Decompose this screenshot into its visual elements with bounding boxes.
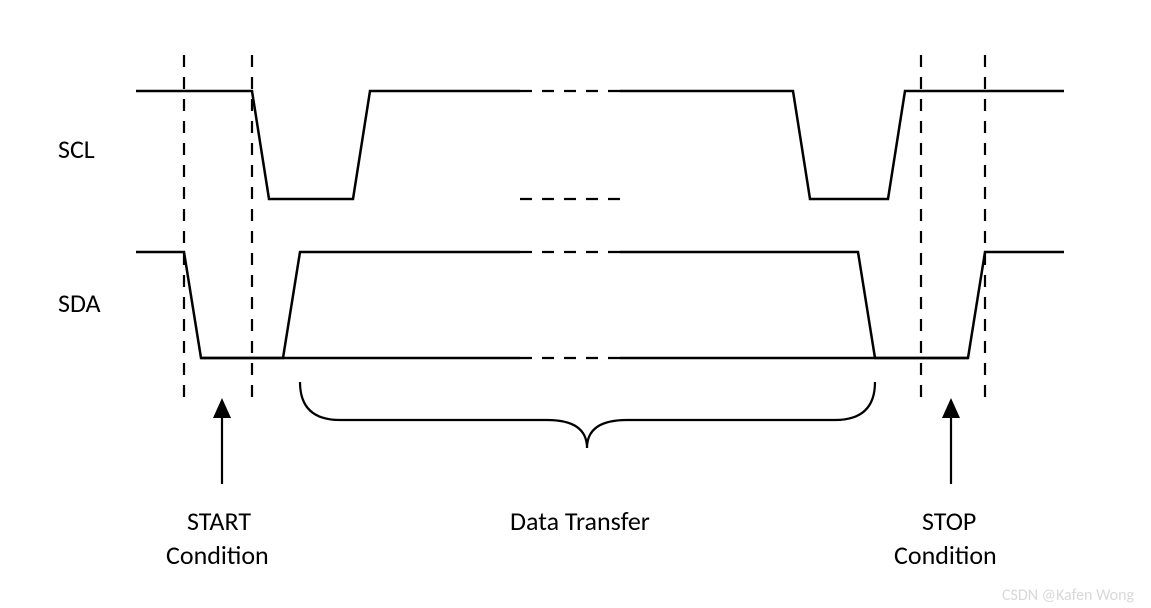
stop-label-2: Condition (894, 539, 997, 571)
start-label-2: Condition (166, 539, 269, 571)
sda-label: SDA (58, 287, 101, 319)
brace-path (300, 382, 875, 448)
stop-arrow (942, 398, 960, 484)
sda-right (620, 252, 1064, 358)
start-label-1: START (187, 505, 251, 537)
watermark: CSDN @Kafen Wong (1002, 586, 1134, 605)
scl-left (136, 91, 520, 199)
scl-waveform (136, 91, 1064, 199)
stop-label-1: STOP (922, 505, 976, 537)
sda-waveform (136, 252, 1064, 358)
vertical-guides (184, 55, 985, 404)
sda-left (136, 252, 520, 358)
i2c-timing-diagram: SCL SDA START Condition Data Transfer ST… (0, 0, 1151, 608)
data-transfer-brace (300, 382, 875, 448)
scl-right (620, 91, 1064, 199)
data-transfer-label: Data Transfer (510, 505, 650, 537)
scl-label: SCL (58, 133, 95, 165)
start-arrow (213, 398, 231, 484)
